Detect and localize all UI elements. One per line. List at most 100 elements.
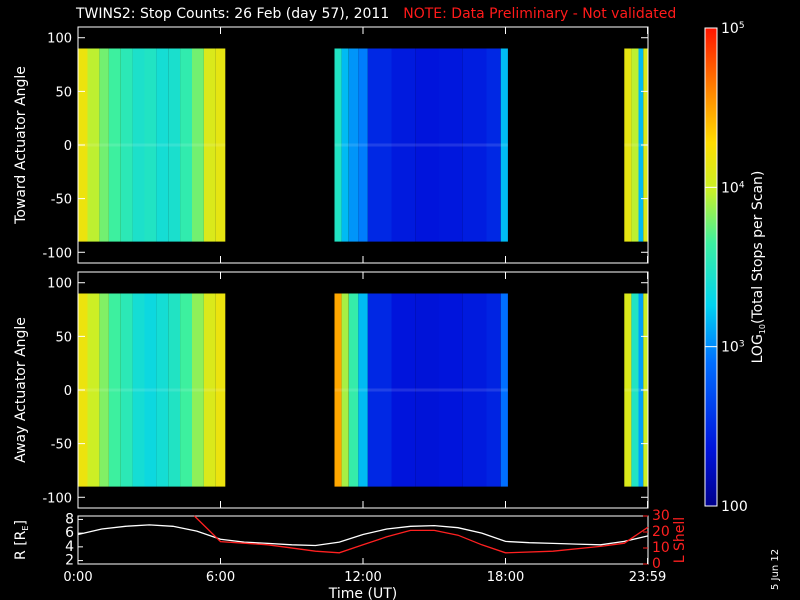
heatmap-top-cell bbox=[203, 48, 216, 242]
heatmap-middle-zero-band bbox=[624, 388, 649, 392]
heatmap-middle-cell bbox=[203, 293, 216, 487]
heatmap-top-cell bbox=[192, 48, 204, 242]
heatmap-top-cell bbox=[367, 48, 392, 242]
heatmap-middle-cell bbox=[120, 293, 133, 487]
bottom-xtick-label: 6:00 bbox=[206, 570, 235, 585]
colorbar-tick-label: 103 bbox=[721, 340, 745, 356]
bottom-ytick-left-label: 2 bbox=[65, 553, 74, 569]
heatmap-top-cell bbox=[391, 48, 416, 242]
heatmap-top-cell bbox=[99, 48, 109, 242]
orbit-lines bbox=[77, 515, 649, 554]
r-distance-line bbox=[77, 524, 649, 547]
heatmap-middle-cell bbox=[631, 293, 639, 487]
colorbar-tick-label: 100 bbox=[721, 499, 748, 515]
top-ytick-label: 100 bbox=[47, 32, 72, 47]
heatmap-middle-cell bbox=[391, 293, 416, 487]
date-stamp: 5 Jun 12 bbox=[770, 548, 781, 590]
bottom-panel-frame bbox=[77, 515, 649, 565]
heatmap-top-cell bbox=[156, 48, 169, 242]
heatmap-middle-cell bbox=[99, 293, 109, 487]
heatmap-top-cell bbox=[486, 48, 501, 242]
l-shell-line bbox=[193, 515, 649, 554]
heatmap-top-cell bbox=[215, 48, 226, 242]
heatmap-middle-cell bbox=[144, 293, 157, 487]
top-ylabel: Toward Actuator Angle bbox=[13, 66, 29, 225]
heatmap-middle-cell bbox=[638, 293, 644, 487]
top-ytick-label: -100 bbox=[42, 246, 72, 261]
heatmap-middle-cell bbox=[462, 293, 487, 487]
heatmap-top-cell bbox=[500, 48, 508, 242]
bottom-ytick-left-label: 6 bbox=[65, 525, 74, 541]
top-ytick-label: 50 bbox=[55, 85, 72, 100]
bottom-ytick-right-label: 30 bbox=[652, 508, 670, 524]
bottom-xtick-label: 18:00 bbox=[487, 570, 524, 585]
heatmap-middle-cell bbox=[215, 293, 226, 487]
bottom-ylabel-left: R [RE] bbox=[13, 520, 30, 560]
title-main: TWINS2: Stop Counts: 26 Feb (day 57), 20… bbox=[76, 6, 390, 22]
heatmap-top-cell bbox=[341, 48, 349, 242]
heatmap-top-cell bbox=[168, 48, 181, 242]
heatmap-middle-zero-band bbox=[334, 388, 508, 392]
middle-ytick-label: -100 bbox=[42, 491, 72, 506]
bottom-ylabel-right: L Shell bbox=[672, 517, 688, 563]
heatmap-middle-cell bbox=[87, 293, 100, 487]
heatmap-middle-cell bbox=[341, 293, 349, 487]
bottom-ytick-left-label: 4 bbox=[65, 539, 74, 555]
bottom-ytick-left-label: 8 bbox=[65, 511, 74, 527]
heatmap-top-zero-band bbox=[334, 143, 508, 147]
heatmap-top-cell bbox=[144, 48, 157, 242]
heatmap-top-cell bbox=[462, 48, 487, 242]
heatmaps bbox=[78, 48, 649, 487]
heatmap-top-cell bbox=[120, 48, 133, 242]
chart-title: TWINS2: Stop Counts: 26 Feb (day 57), 20… bbox=[76, 6, 676, 22]
colorbar: 105 104 103 100 LOG10(Total Stops per Scan) bbox=[704, 21, 767, 515]
bottom-ytick-right-label: 0 bbox=[652, 556, 661, 572]
middle-ytick-label: 100 bbox=[47, 277, 72, 292]
heatmap-middle-cell bbox=[108, 293, 121, 487]
heatmap-top-cell bbox=[180, 48, 192, 242]
heatmap-middle-cell bbox=[156, 293, 169, 487]
middle-ytick-label: 50 bbox=[55, 330, 72, 345]
heatmap-middle-cell bbox=[132, 293, 145, 487]
heatmap-top-cell bbox=[624, 48, 632, 242]
colorbar-tick-label: 105 bbox=[721, 21, 745, 37]
colorbar-label: LOG10(Total Stops per Scan) bbox=[750, 171, 767, 364]
heatmap-top-cell bbox=[87, 48, 100, 242]
heatmap-middle-cell bbox=[168, 293, 181, 487]
colorbar-gradient bbox=[704, 27, 718, 507]
heatmap-middle-cell bbox=[439, 293, 463, 487]
title-note: NOTE: Data Preliminary - Not validated bbox=[403, 6, 677, 22]
heatmap-top-cell bbox=[132, 48, 145, 242]
heatmap-top-cell bbox=[631, 48, 639, 242]
middle-ylabel: Away Actuator Angle bbox=[13, 317, 29, 463]
xlabel: Time (UT) bbox=[328, 586, 397, 600]
heatmap-top-cell bbox=[108, 48, 121, 242]
heatmap-top-zero-band bbox=[624, 143, 649, 147]
bottom-ytick-right-label: 10 bbox=[652, 540, 670, 556]
heatmap-middle-cell bbox=[192, 293, 204, 487]
heatmap-top-cell bbox=[439, 48, 463, 242]
middle-ytick-label: 0 bbox=[64, 384, 72, 399]
heatmap-middle-zero-band bbox=[78, 388, 226, 392]
bottom-xtick-label: 0:00 bbox=[63, 570, 92, 585]
heatmap-middle-cell bbox=[367, 293, 392, 487]
heatmap-middle-cell bbox=[358, 293, 368, 487]
heatmap-top-cell bbox=[358, 48, 368, 242]
heatmap-middle-cell bbox=[348, 293, 359, 487]
colorbar-tick-label: 104 bbox=[721, 180, 745, 196]
heatmap-top-cell bbox=[638, 48, 644, 242]
heatmap-top-cell bbox=[348, 48, 359, 242]
top-ytick-label: 0 bbox=[64, 139, 72, 154]
bottom-xtick-label: 12:00 bbox=[344, 570, 381, 585]
heatmap-middle-cell bbox=[334, 293, 342, 487]
bottom-xtick-label: 23:59 bbox=[629, 570, 666, 585]
heatmap-top-zero-band bbox=[78, 143, 226, 147]
heatmap-middle-cell bbox=[486, 293, 501, 487]
bottom-ytick-right-label: 20 bbox=[652, 524, 670, 540]
heatmap-middle-cell bbox=[180, 293, 192, 487]
heatmap-top-cell bbox=[334, 48, 342, 242]
heatmap-middle-cell bbox=[415, 293, 440, 487]
heatmap-middle-cell bbox=[624, 293, 632, 487]
top-ytick-label: -50 bbox=[51, 193, 72, 208]
